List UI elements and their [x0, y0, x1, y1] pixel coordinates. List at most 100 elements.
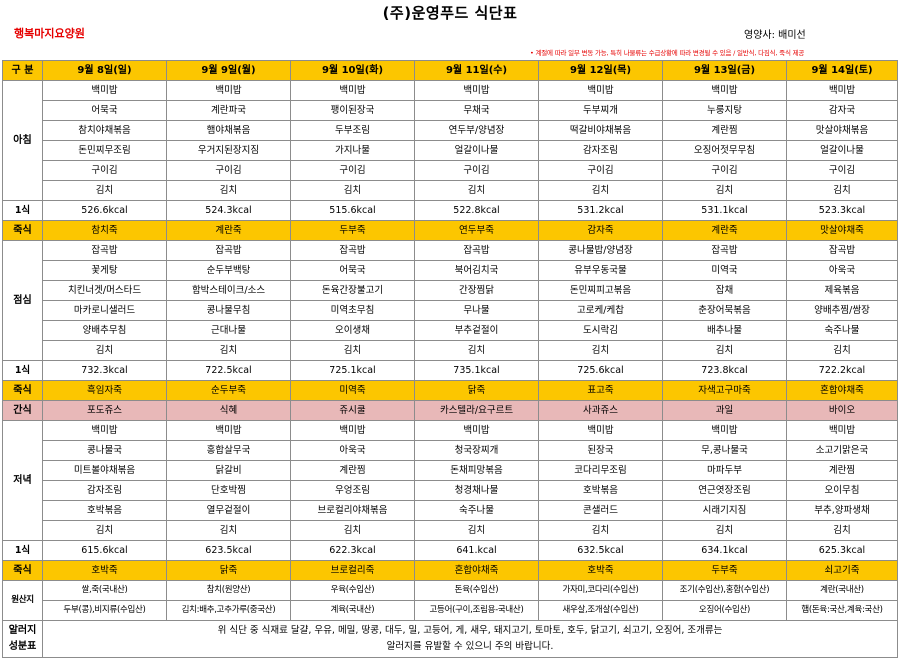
- menu-item: 가지나물: [290, 140, 415, 161]
- menu-item: 호박볶음: [538, 480, 663, 501]
- menu-item: 시래기지짐: [662, 500, 787, 521]
- porridge-item: 흑임자죽: [42, 380, 167, 401]
- menu-item: 콩나물무침: [166, 300, 291, 321]
- menu-item: 참치야채볶음: [42, 120, 167, 141]
- menu-item: 청경채나물: [414, 480, 539, 501]
- menu-item: 계란파국: [166, 100, 291, 121]
- origin-item: 우육(수입산): [290, 580, 415, 601]
- kcal-value: 641.kcal: [414, 540, 539, 561]
- menu-item: 백미밥: [538, 80, 663, 101]
- breakfast-label: 아침: [2, 80, 43, 201]
- menu-item: 백미밥: [290, 80, 415, 101]
- menu-item: 잡곡밥: [414, 240, 539, 261]
- menu-item: 김치: [414, 520, 539, 541]
- dinner-row: 저녁 백미밥 백미밥 백미밥 백미밥 백미밥 백미밥 백미밥: [2, 420, 898, 541]
- kcal-value: 524.3kcal: [166, 200, 291, 221]
- breakfast-row: 구이김 구이김 구이김 구이김 구이김 구이김 구이김: [3, 160, 898, 181]
- menu-item: 도시락김: [538, 320, 663, 341]
- menu-item: 연근엿장조림: [662, 480, 787, 501]
- porridge-item: 계란죽: [662, 220, 787, 241]
- porridge-item: 참치죽: [42, 220, 167, 241]
- menu-item: 간장찜닭: [414, 280, 539, 301]
- menu-item: 구이김: [42, 160, 167, 181]
- menu-item: 백미밥: [662, 80, 787, 101]
- porridge-item: 맛살야채죽: [786, 220, 898, 241]
- menu-item: 얼갈이나물: [786, 140, 898, 161]
- menu-item: 무,콩나물국: [662, 440, 787, 461]
- kcal-label: 1식: [2, 540, 43, 561]
- porridge-item: 계란죽: [166, 220, 291, 241]
- header-day: 9월 13일(금): [662, 60, 787, 81]
- kcal-value: 722.5kcal: [166, 360, 291, 381]
- menu-item: 제육볶음: [786, 280, 898, 301]
- menu-item: 호박볶음: [42, 500, 167, 521]
- kcal-value: 531.2kcal: [538, 200, 663, 221]
- menu-item: 잡곡밥: [786, 240, 898, 261]
- origin-item: 김치:배추,고추가루(중국산): [166, 600, 291, 621]
- porridge-item: 감자죽: [538, 220, 663, 241]
- menu-item: 배추나물: [662, 320, 787, 341]
- menu-item: 김치: [538, 340, 663, 361]
- porridge-item: 호박죽: [42, 560, 167, 581]
- porridge-item: 미역죽: [290, 380, 415, 401]
- menu-item: 닭갈비: [166, 460, 291, 481]
- menu-item: 우거지된장지짐: [166, 140, 291, 161]
- kcal-value: 531.1kcal: [662, 200, 787, 221]
- menu-item: 백미밥: [42, 80, 167, 101]
- nutritionist-name: 영양사: 배미선: [744, 30, 806, 41]
- lunch-porridge-row: 죽식 흑임자죽 순두부죽 미역죽 닭죽 표고죽 자색고구마죽 혼합야채죽: [2, 380, 898, 401]
- menu-item: 김치: [166, 520, 291, 541]
- porridge-item: 혼합야채죽: [414, 560, 539, 581]
- snack-label: 간식: [2, 400, 43, 421]
- menu-item: 김치: [662, 340, 787, 361]
- menu-item: 백미밥: [414, 420, 539, 441]
- porridge-item: 연두부죽: [414, 220, 539, 241]
- dinner-row: 미트볼야채볶음 닭갈비 계란찜 돈채피망볶음 코다리무조림 마파두부 계란찜: [3, 460, 898, 481]
- menu-item: 브로컬리야채볶음: [290, 500, 415, 521]
- origin-item: 계육(국내산): [290, 600, 415, 621]
- menu-item: 무채국: [414, 100, 539, 121]
- kcal-value: 634.1kcal: [662, 540, 787, 561]
- menu-item: 햄야채볶음: [166, 120, 291, 141]
- menu-item: 잡곡밥: [290, 240, 415, 261]
- menu-item: 부추겉절이: [414, 320, 539, 341]
- breakfast-row: 돈민찌무조림 우거지된장지짐 가지나물 얼갈이나물 감자조림 오징어젓무무침 얼갈이나물: [3, 140, 898, 161]
- porridge-label: 죽식: [2, 560, 43, 581]
- menu-item: 구이김: [786, 160, 898, 181]
- menu-item: 구이김: [662, 160, 787, 181]
- porridge-item: 호박죽: [538, 560, 663, 581]
- allergy-label: 알러지 성분표: [2, 620, 43, 658]
- origin-item: 돈육(수입산): [414, 580, 539, 601]
- header-category: 구 분: [2, 60, 43, 81]
- lunch-row: 꽃게탕 순두부백탕 어묵국 북어김치국 유부우동국물 미역국 아욱국: [3, 260, 898, 281]
- menu-item: 오이생채: [290, 320, 415, 341]
- lunch-row: 치킨너겟/머스타드 함박스테이크/소스 돈육간장불고기 간장찜닭 돈민찌피고볶음 잡채 제육…: [3, 280, 898, 301]
- menu-item: 구이김: [166, 160, 291, 181]
- porridge-item: 혼합야채죽: [786, 380, 898, 401]
- porridge-item: 닭죽: [166, 560, 291, 581]
- menu-item: 김치: [538, 520, 663, 541]
- dinner-row: 호박볶음 열무겉절이 브로컬리야채볶음 숙주나물 콘샐러드 시래기지짐 부추,양파생채: [3, 500, 898, 521]
- menu-item: 김치: [166, 180, 291, 201]
- menu-item: 김치: [42, 520, 167, 541]
- origin-item: 오징어(수입산): [662, 600, 787, 621]
- porridge-label: 죽식: [2, 380, 43, 401]
- kcal-value: 632.5kcal: [538, 540, 663, 561]
- dinner-row: 콩나물국 홍합살무국 아욱국 청국장찌개 된장국 무,콩나물국 소고기맑은국: [3, 440, 898, 461]
- snack-item: 사과쥬스: [538, 400, 663, 421]
- menu-item: 김치: [414, 180, 539, 201]
- menu-item: 감자국: [786, 100, 898, 121]
- snack-item: 포도쥬스: [42, 400, 167, 421]
- allergy-text-line: 위 식단 중 식재료 달걀, 우유, 메밀, 땅콩, 대두, 밀, 고등어, 게…: [217, 625, 723, 636]
- breakfast-row: 아침 백미밥 백미밥 백미밥 백미밥 백미밥 백미밥 백미밥: [2, 80, 898, 201]
- page-title: (주)운영푸드 식단표: [382, 4, 518, 22]
- menu-item: 연두부/양념장: [414, 120, 539, 141]
- menu-item: 청국장찌개: [414, 440, 539, 461]
- porridge-label: 죽식: [2, 220, 43, 241]
- menu-item: 계란찜: [290, 460, 415, 481]
- lunch-label: 점심: [2, 240, 43, 361]
- menu-item: 두부조림: [290, 120, 415, 141]
- menu-item: 잡곡밥: [166, 240, 291, 261]
- menu-item: 유부우동국물: [538, 260, 663, 281]
- menu-item: 김치: [290, 520, 415, 541]
